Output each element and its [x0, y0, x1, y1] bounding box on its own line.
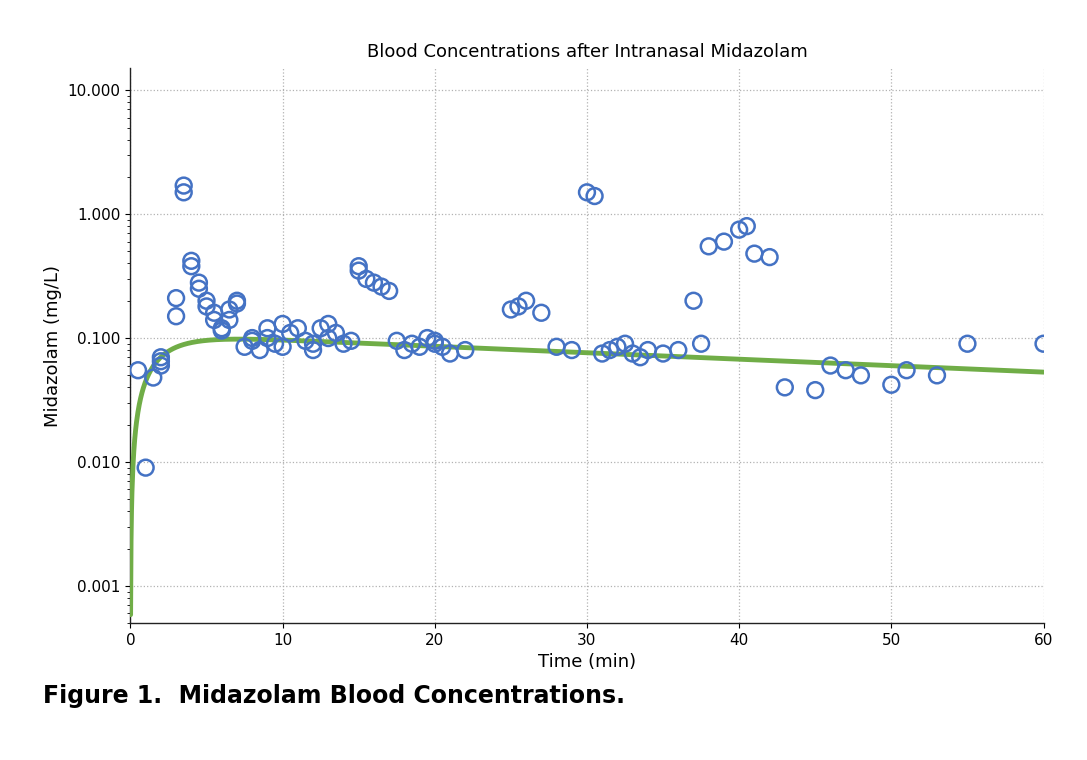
Point: [380, 285, 398, 297]
Point: [457, 344, 474, 356]
Point: [228, 295, 246, 307]
Point: [822, 359, 839, 372]
Point: [761, 251, 778, 263]
Point: [236, 340, 253, 353]
Point: [426, 334, 443, 347]
Point: [517, 295, 535, 307]
Point: [327, 327, 345, 339]
Point: [167, 310, 185, 322]
Point: [304, 344, 322, 356]
Point: [365, 277, 383, 289]
Point: [730, 223, 748, 236]
Point: [959, 337, 976, 350]
Point: [434, 340, 451, 353]
Point: [259, 332, 276, 344]
Y-axis label: Midazolam (mg/L): Midazolam (mg/L): [45, 264, 62, 427]
Point: [533, 307, 550, 319]
Point: [274, 340, 291, 353]
Point: [137, 461, 154, 473]
Point: [350, 260, 367, 272]
Point: [312, 322, 329, 334]
Point: [342, 334, 360, 347]
Point: [403, 337, 421, 350]
Point: [129, 364, 147, 376]
Point: [183, 260, 200, 272]
Point: [441, 347, 459, 359]
Point: [373, 280, 390, 293]
Point: [510, 300, 527, 312]
Point: [175, 186, 192, 198]
Point: [700, 240, 717, 252]
Point: [388, 334, 405, 347]
Point: [685, 295, 702, 307]
Point: [198, 300, 215, 312]
Point: [358, 273, 375, 285]
Point: [274, 318, 291, 330]
Point: [190, 283, 208, 295]
Point: [411, 340, 428, 353]
Point: [175, 179, 192, 192]
Point: [396, 344, 413, 356]
Point: [632, 351, 649, 363]
Point: [578, 186, 596, 198]
Point: [213, 322, 230, 334]
Point: [205, 307, 223, 319]
Point: [502, 303, 520, 315]
Point: [183, 255, 200, 267]
Point: [205, 314, 223, 326]
Point: [167, 292, 185, 304]
Point: [692, 337, 710, 350]
Point: [624, 347, 641, 359]
Point: [221, 314, 238, 326]
Point: [715, 236, 733, 248]
Point: [289, 322, 307, 334]
Point: [152, 351, 170, 363]
Point: [898, 364, 915, 376]
Point: [639, 344, 657, 356]
Point: [609, 340, 626, 353]
Point: [320, 332, 337, 344]
Point: [601, 344, 619, 356]
Point: [883, 378, 900, 391]
Point: [335, 337, 352, 350]
Point: [1035, 337, 1052, 350]
Point: [746, 248, 763, 260]
Point: [243, 332, 261, 344]
Point: [418, 332, 436, 344]
Text: Figure 1.  Midazolam Blood Concentrations.: Figure 1. Midazolam Blood Concentrations…: [43, 684, 625, 708]
Point: [221, 303, 238, 315]
Point: [198, 295, 215, 307]
Point: [243, 334, 261, 347]
Point: [297, 334, 314, 347]
Point: [776, 382, 794, 394]
Point: [852, 369, 870, 382]
X-axis label: Time (min): Time (min): [538, 654, 636, 672]
Point: [616, 337, 634, 350]
Point: [304, 337, 322, 350]
Point: [426, 337, 443, 350]
Point: [928, 369, 946, 382]
Point: [152, 359, 170, 372]
Point: [807, 384, 824, 396]
Point: [213, 325, 230, 337]
Point: [594, 347, 611, 359]
Point: [259, 322, 276, 334]
Point: [586, 190, 603, 202]
Point: [350, 264, 367, 277]
Title: Blood Concentrations after Intranasal Midazolam: Blood Concentrations after Intranasal Mi…: [366, 43, 808, 62]
Point: [738, 220, 755, 233]
Point: [837, 364, 854, 376]
Point: [548, 340, 565, 353]
Point: [670, 344, 687, 356]
Point: [320, 318, 337, 330]
Point: [282, 327, 299, 339]
Point: [152, 355, 170, 367]
Point: [563, 344, 580, 356]
Point: [251, 344, 268, 356]
Point: [190, 277, 208, 289]
Point: [266, 337, 284, 350]
Point: [654, 347, 672, 359]
Point: [228, 297, 246, 309]
Point: [145, 372, 162, 384]
